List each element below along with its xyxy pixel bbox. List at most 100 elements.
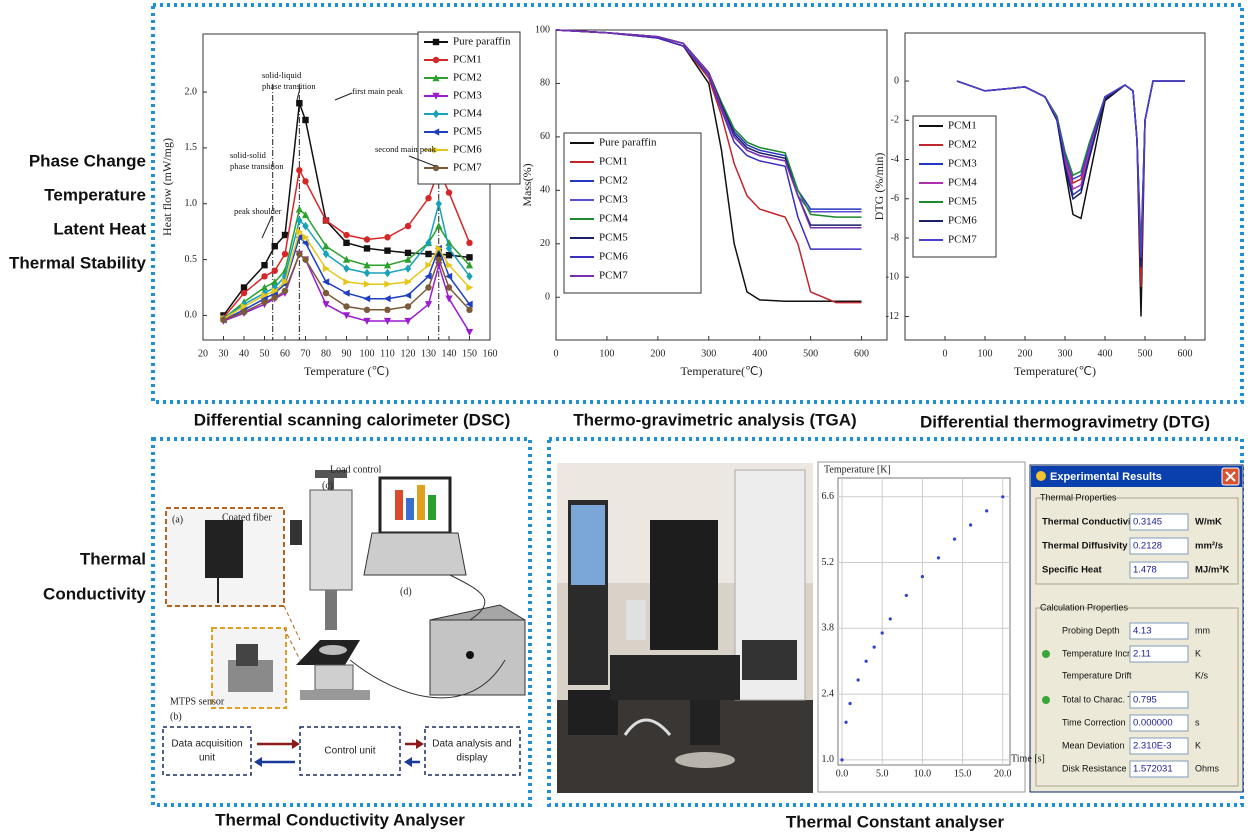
field-value: 0.2128 <box>1133 541 1162 552</box>
marker <box>323 217 329 223</box>
marker <box>364 236 370 242</box>
y-tick-label: 1.0 <box>185 198 198 209</box>
status-icon <box>1042 696 1050 704</box>
marker <box>425 284 431 290</box>
x-tick-label: 100 <box>599 348 614 359</box>
legend-label: PCM5 <box>599 232 628 244</box>
x-tick-label: 120 <box>401 348 416 359</box>
y-tick-label: 2.4 <box>822 688 835 699</box>
point <box>905 594 908 597</box>
y-tick-label: 40 <box>540 185 550 196</box>
diagram-label: (a) <box>172 514 183 525</box>
field-value: 1.478 <box>1133 565 1157 576</box>
x-tick-label: 600 <box>1178 348 1193 359</box>
field-label: Time Correction <box>1062 717 1126 727</box>
field-label: Mean Deviation <box>1062 740 1125 750</box>
y-axis-label: Heat flow (mW/mg) <box>160 138 174 236</box>
legend-label: PCM5 <box>453 126 482 138</box>
field-unit: s <box>1195 717 1200 727</box>
point <box>844 721 847 724</box>
marker <box>241 309 247 315</box>
legend-label: PCM7 <box>599 270 628 282</box>
diagram-label: (b) <box>170 711 182 722</box>
y-tick-label: -12 <box>886 311 899 322</box>
marker <box>384 234 390 240</box>
marker <box>436 256 442 262</box>
field-value: 2.11 <box>1133 649 1151 660</box>
y-tick-label: -10 <box>886 272 899 283</box>
field-label: Probing Depth <box>1062 625 1120 635</box>
x-tick-label: 0 <box>943 348 948 359</box>
annotation: solid-solid <box>230 150 267 160</box>
flow-box-label: Data acquisition <box>171 739 242 750</box>
x-tick-label: 20 <box>198 348 208 359</box>
field-unit: MJ/m³K <box>1195 565 1229 576</box>
legend-label: PCM7 <box>453 162 482 174</box>
flow-box-label: Data analysis and <box>432 739 512 750</box>
x-tick-label: 400 <box>752 348 767 359</box>
field-unit: mm <box>1195 625 1210 635</box>
x-tick-label: 140 <box>442 348 457 359</box>
caption: Thermal Conductivity Analyser <box>215 810 465 829</box>
y-tick-label: 3.8 <box>822 623 835 634</box>
caption: Differential scanning calorimeter (DSC) <box>194 410 510 429</box>
marker <box>272 268 278 274</box>
y-axis-label: DTG (%/min) <box>872 153 886 221</box>
x-tick-label: 40 <box>239 348 249 359</box>
x-axis-label: Time [s] <box>1011 753 1045 764</box>
legend-label: PCM3 <box>948 158 977 170</box>
x-tick-label: 100 <box>360 348 375 359</box>
marker <box>364 245 370 251</box>
x-tick-label: 0 <box>554 348 559 359</box>
marker <box>296 251 302 257</box>
status-icon <box>1042 650 1050 658</box>
legend-box <box>564 133 701 293</box>
marker <box>343 232 349 238</box>
x-tick-label: 70 <box>301 348 311 359</box>
field-value: 2.310E-3 <box>1133 741 1172 752</box>
point <box>873 645 876 648</box>
marker <box>343 240 349 246</box>
field-unit: K <box>1195 648 1201 658</box>
annotation: second main peak <box>375 144 437 154</box>
annotation: phase transition <box>230 161 284 171</box>
x-tick-label: 30 <box>219 348 229 359</box>
marker <box>282 288 288 294</box>
field-unit: K/s <box>1195 670 1209 680</box>
legend-marker <box>433 39 439 45</box>
annotation: solid-liquid <box>262 70 302 80</box>
annotation: first main peak <box>352 86 404 96</box>
point <box>921 575 924 578</box>
x-tick-label: 150 <box>462 348 477 359</box>
x-axis-label: Temperature(℃) <box>1014 364 1096 378</box>
x-tick-label: 500 <box>803 348 818 359</box>
y-tick-label: 5.2 <box>822 557 835 568</box>
field-label: Thermal Conductivity <box>1042 517 1140 528</box>
point <box>953 537 956 540</box>
instrument-photo <box>557 463 813 793</box>
marker <box>272 294 278 300</box>
legend-label: PCM2 <box>453 72 482 84</box>
marker <box>282 251 288 257</box>
legend-label: PCM6 <box>453 144 482 156</box>
y-tick-label: -4 <box>891 154 899 165</box>
field-value: 0.795 <box>1133 695 1157 706</box>
x-tick-label: 300 <box>1058 348 1073 359</box>
x-tick-label: 5.0 <box>876 768 889 779</box>
legend-label: PCM3 <box>453 90 482 102</box>
marker <box>261 299 267 305</box>
x-tick-label: 90 <box>342 348 352 359</box>
marker <box>425 251 431 257</box>
x-tick-label: 110 <box>380 348 395 359</box>
marker <box>241 284 247 290</box>
y-tick-label: -6 <box>891 193 899 204</box>
x-tick-label: 600 <box>854 348 869 359</box>
point <box>937 556 940 559</box>
diagram-label: Coated fiber <box>222 512 272 523</box>
marker <box>272 243 278 249</box>
marker <box>241 290 247 296</box>
legend-label: PCM3 <box>599 194 628 206</box>
marker <box>220 317 226 323</box>
legend-label: PCM1 <box>599 156 628 168</box>
marker <box>405 223 411 229</box>
